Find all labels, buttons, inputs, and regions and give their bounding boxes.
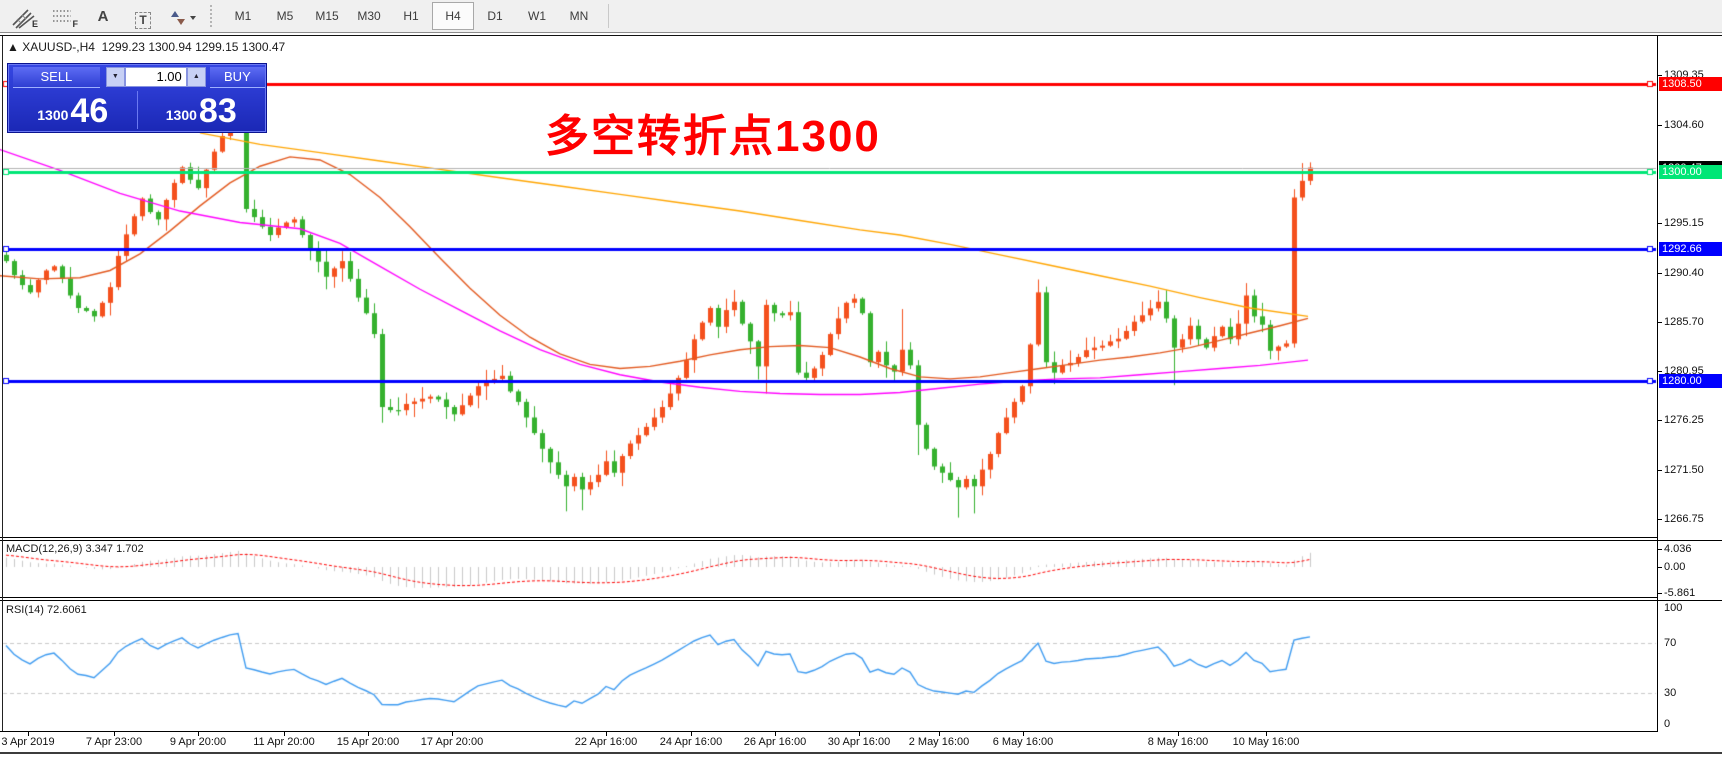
time-axis-tick [775, 731, 776, 736]
macd-axis-tick [1657, 549, 1662, 550]
time-axis-tick [452, 731, 453, 736]
rsi-axis-tick-label: 100 [1664, 602, 1683, 614]
one-click-trade-panel: SELL ▼ 1.00 ▲ BUY 1300 46 1300 83 [8, 64, 266, 132]
time-axis-label: 30 Apr 16:00 [827, 736, 891, 748]
price-axis-tick-label: 1266.75 [1664, 513, 1704, 525]
time-axis-tick [859, 731, 860, 736]
time-axis-label: 26 Apr 16:00 [743, 736, 807, 748]
time-axis-tick [28, 731, 29, 736]
time-axis-label: 17 Apr 20:00 [420, 736, 484, 748]
ohlc-low: 1299.15 [195, 40, 239, 54]
time-axis-tick [284, 731, 285, 736]
hline-price-label: 1292.66 [1659, 242, 1722, 256]
macd-axis-tick-label: -5.861 [1664, 587, 1696, 599]
trade-panel-divider [136, 91, 138, 129]
volume-increase-button[interactable]: ▲ [186, 67, 206, 87]
volume-decrease-button[interactable]: ▼ [105, 67, 125, 87]
macd-axis-tick-label: 0.00 [1664, 561, 1686, 573]
macd-axis-tick [1657, 567, 1662, 568]
time-axis-label: 7 Apr 23:00 [85, 736, 143, 748]
time-axis-tick [1266, 731, 1267, 736]
price-axis-tick [1657, 322, 1662, 323]
price-axis-tick-label: 1290.40 [1664, 267, 1704, 279]
rsi-panel-top-border[interactable] [0, 600, 1722, 601]
price-axis-tick [1657, 273, 1662, 274]
buy-button[interactable]: BUY [209, 66, 265, 88]
volume-input[interactable]: 1.00 [124, 67, 187, 87]
price-axis-tick-label: 1271.50 [1664, 464, 1704, 476]
time-axis-tick [368, 731, 369, 736]
chart-left-border [2, 36, 3, 731]
chart-annotation-text[interactable]: 多空转折点1300 [545, 112, 881, 161]
rsi-value: 72.6061 [46, 604, 87, 616]
sell-price-small: 1300 [37, 107, 69, 123]
price-axis-tick [1657, 470, 1662, 471]
time-axis-tick [1023, 731, 1024, 736]
time-axis-tick [114, 731, 115, 736]
buy-price-big: 83 [198, 92, 237, 130]
macd-panel-bottom-border [0, 597, 1658, 598]
buy-price-small: 1300 [165, 107, 197, 123]
price-axis-tick [1657, 75, 1662, 76]
time-axis-tick [198, 731, 199, 736]
main-panel-bottom-border [0, 537, 1658, 538]
sell-price[interactable]: 1300 46 [9, 89, 137, 131]
ohlc-high: 1300.94 [148, 40, 192, 54]
symbol-name: XAUUSD-,H4 [22, 40, 95, 54]
macd-panel-top-border[interactable] [0, 540, 1722, 541]
time-axis-tick [939, 731, 940, 736]
trade-panel-prices: 1300 46 1300 83 [9, 89, 265, 131]
time-axis-label: 8 May 16:00 [1147, 736, 1209, 748]
sell-button[interactable]: SELL [13, 66, 100, 88]
price-axis-tick [1657, 519, 1662, 520]
price-axis-tick-label: 1295.15 [1664, 217, 1704, 229]
time-axis-label: 15 Apr 20:00 [336, 736, 400, 748]
time-axis-label: 9 Apr 20:00 [169, 736, 227, 748]
macd-signal-value: 1.702 [116, 543, 144, 555]
symbol-info-line: ▲ XAUUSD-,H4 1299.23 1300.94 1299.15 130… [7, 40, 286, 54]
macd-axis-tick-label: 4.036 [1664, 543, 1692, 555]
ohlc-close: 1300.47 [241, 40, 286, 54]
sell-price-big: 46 [70, 92, 109, 130]
rsi-panel-bottom-border [0, 731, 1658, 732]
price-axis-tick [1657, 371, 1662, 372]
volume-stepper: ▼ 1.00 ▲ [105, 67, 206, 87]
rsi-axis-tick-label: 30 [1664, 687, 1677, 699]
price-axis-line [1657, 36, 1658, 731]
price-axis-tick [1657, 420, 1662, 421]
hline-price-label: 1308.50 [1659, 77, 1722, 91]
trade-panel-controls: SELL ▼ 1.00 ▲ BUY [9, 65, 265, 89]
price-axis-tick [1657, 125, 1662, 126]
window-bottom-edge [0, 752, 1722, 754]
price-axis-tick-label: 1285.70 [1664, 316, 1704, 328]
time-axis-label: 10 May 16:00 [1232, 736, 1300, 748]
time-axis-tick [691, 731, 692, 736]
macd-indicator-label: MACD(12,26,9) 3.347 1.702 [6, 543, 144, 555]
time-axis-label: 22 Apr 16:00 [574, 736, 638, 748]
rsi-indicator-label: RSI(14) 72.6061 [6, 604, 87, 616]
macd-axis-tick [1657, 593, 1662, 594]
time-axis-tick [606, 731, 607, 736]
hline-price-label: 1300.00 [1659, 165, 1722, 179]
hline-price-label: 1280.00 [1659, 374, 1722, 388]
buy-price[interactable]: 1300 83 [138, 89, 266, 131]
time-axis-label: 11 Apr 20:00 [253, 736, 315, 748]
rsi-axis-tick-label: 70 [1664, 637, 1677, 649]
price-axis-tick-label: 1276.25 [1664, 414, 1704, 426]
time-axis-tick [1178, 731, 1179, 736]
macd-main-value: 3.347 [85, 543, 114, 555]
price-axis-tick-label: 1304.60 [1664, 119, 1704, 131]
rsi-axis-tick-label: 0 [1664, 718, 1671, 730]
price-axis-tick [1657, 223, 1662, 224]
time-axis-label: 3 Apr 2019 [1, 736, 55, 748]
time-axis-label: 2 May 16:00 [908, 736, 970, 748]
ohlc-open: 1299.23 [101, 40, 145, 54]
time-axis-label: 6 May 16:00 [992, 736, 1054, 748]
time-axis-label: 24 Apr 16:00 [659, 736, 723, 748]
